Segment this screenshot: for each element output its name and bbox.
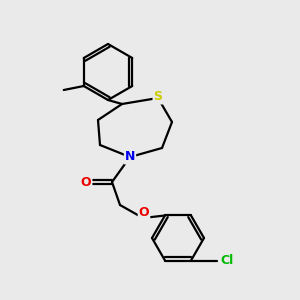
Text: Cl: Cl (220, 254, 234, 267)
Text: N: N (125, 151, 135, 164)
Text: S: S (154, 91, 163, 103)
Text: O: O (139, 206, 149, 220)
Text: O: O (81, 176, 91, 188)
